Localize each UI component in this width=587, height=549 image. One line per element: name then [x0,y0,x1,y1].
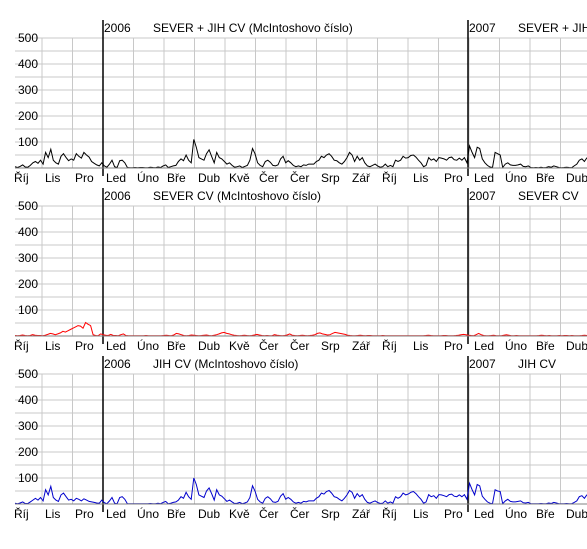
y-tick-label: 500 [18,31,38,45]
chart-title-left: SEVER + JIH CV (McIntoshovo číslo) [153,21,353,35]
y-tick-label: 200 [18,109,38,123]
x-month-label: Srp [321,507,340,521]
x-month-label: Čer [290,506,309,521]
y-tick-label: 500 [18,199,38,213]
x-month-label: Úno [137,170,159,185]
chart-title-year-left: 2006 [104,189,131,203]
x-month-label: Lis [413,171,428,185]
x-month-label: Led [106,339,126,353]
x-month-label: Úno [505,506,527,521]
x-month-label: Úno [505,170,527,185]
x-month-label: Zář [352,339,371,353]
x-month-label: Čer [290,338,309,353]
y-tick-label: 200 [18,277,38,291]
x-month-label: Čer [290,170,309,185]
x-month-label: Říj [14,338,29,353]
chart-title-year-right: 2007 [469,21,496,35]
x-month-label: Dub [198,171,220,185]
x-month-label: Lis [45,171,60,185]
y-tick-label: 300 [18,83,38,97]
y-tick-label: 100 [18,135,38,149]
x-month-label: Čer [259,506,278,521]
x-month-label: Led [474,507,494,521]
y-tick-label: 200 [18,445,38,459]
x-month-label: Dub [198,507,220,521]
x-month-label: Pro [444,507,463,521]
x-month-label: Kvě [229,171,250,185]
x-month-label: Lis [413,339,428,353]
chart-title-year-left: 2006 [104,357,131,371]
x-month-label: Úno [137,338,159,353]
x-month-label: Říj [382,170,397,185]
x-month-label: Bře [536,339,555,353]
x-month-label: Říj [382,506,397,521]
y-tick-label: 100 [18,303,38,317]
y-tick-label: 300 [18,251,38,265]
y-tick-label: 300 [18,419,38,433]
series-line [14,321,587,337]
x-month-label: Dub [566,339,587,353]
y-tick-label: 400 [18,393,38,407]
x-month-label: Dub [198,339,220,353]
x-month-label: Bře [167,339,186,353]
x-month-label: Pro [75,171,94,185]
x-month-label: Říj [14,170,29,185]
chart-title-year-right: 2007 [469,357,496,371]
x-month-label: Úno [137,506,159,521]
x-month-label: Čer [259,170,278,185]
x-month-label: Led [106,171,126,185]
x-month-label: Led [106,507,126,521]
y-tick-label: 400 [18,225,38,239]
chart-title-year-left: 2006 [104,21,131,35]
x-month-label: Lis [413,507,428,521]
x-month-label: Led [474,171,494,185]
x-month-label: Čer [259,338,278,353]
chart-title-right: SEVER + JIH [518,21,587,35]
chart-title-right: JIH CV [518,357,556,371]
x-month-label: Lis [45,339,60,353]
x-month-label: Pro [444,339,463,353]
x-month-label: Bře [536,171,555,185]
x-month-label: Srp [321,339,340,353]
x-month-label: Bře [536,507,555,521]
x-month-label: Zář [352,171,371,185]
x-month-label: Zář [352,507,371,521]
x-month-label: Kvě [229,339,250,353]
chart-title-left: JIH CV (McIntoshovo číslo) [153,357,298,371]
y-tick-label: 500 [18,367,38,381]
x-month-label: Pro [75,339,94,353]
x-month-label: Úno [505,338,527,353]
chart-title-year-right: 2007 [469,189,496,203]
y-tick-label: 100 [18,471,38,485]
x-month-label: Bře [167,507,186,521]
x-month-label: Bře [167,171,186,185]
x-month-label: Srp [321,171,340,185]
x-month-label: Led [474,339,494,353]
chart-title-right: SEVER CV [518,189,579,203]
y-tick-label: 400 [18,57,38,71]
chart-title-left: SEVER CV (McIntoshovo číslo) [153,189,321,203]
x-month-label: Říj [382,338,397,353]
series-line [14,139,587,169]
x-month-label: Pro [75,507,94,521]
x-month-label: Dub [566,171,587,185]
x-month-label: Dub [566,507,587,521]
x-month-label: Říj [14,506,29,521]
x-month-label: Lis [45,507,60,521]
x-month-label: Pro [444,171,463,185]
x-month-label: Kvě [229,507,250,521]
